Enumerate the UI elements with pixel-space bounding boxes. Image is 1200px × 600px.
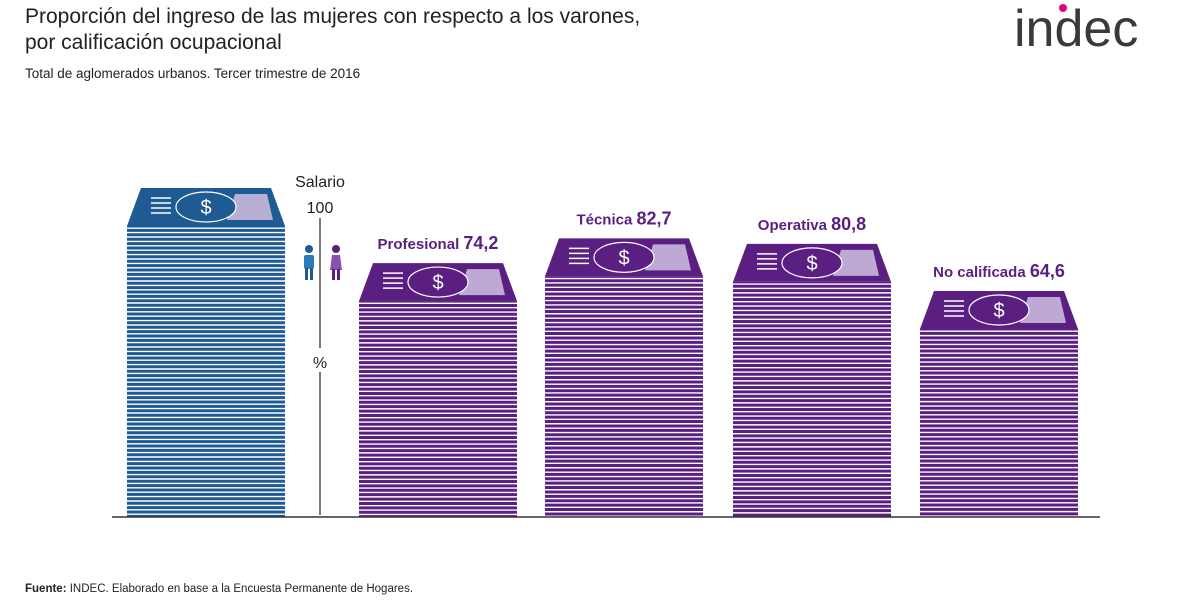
title-line-2: por calificación ocupacional <box>25 31 282 54</box>
dollar-sign: $ <box>806 253 817 275</box>
bar-label-1: Técnica 82,7 <box>576 208 671 228</box>
dollar-sign: $ <box>618 247 629 269</box>
reference-label: Salario <box>295 174 345 191</box>
value-label: 74,2 <box>463 233 498 253</box>
chart-title: Proporción del ingreso de las mujeres co… <box>25 4 785 56</box>
source-text: INDEC. Elaborado en base a la Encuesta P… <box>66 583 414 595</box>
unit-label: % <box>313 355 327 372</box>
reference-value-label: 100 <box>307 200 334 217</box>
category-label: Operativa <box>758 217 831 234</box>
dollar-icon <box>593 241 655 273</box>
source-note: Fuente: INDEC. Elaborado en base a la En… <box>25 583 413 595</box>
female-icon <box>330 245 342 280</box>
category-label: Profesional <box>378 236 464 253</box>
indec-logo: indec <box>1014 0 1138 58</box>
male-icon <box>304 245 314 280</box>
bar-1: $ <box>545 238 703 517</box>
bar-label-3: No calificada 64,6 <box>933 261 1065 281</box>
reference-bar: $ <box>127 188 285 517</box>
value-label: 80,8 <box>831 214 866 234</box>
dollar-sign: $ <box>993 300 1004 322</box>
logo-text: indec <box>1014 0 1138 58</box>
bar-label-0: Profesional 74,2 <box>378 233 499 253</box>
bar-3: $ <box>920 291 1078 517</box>
value-label: 64,6 <box>1030 261 1065 281</box>
bar-0: $ <box>359 263 517 517</box>
dollar-icon <box>407 266 469 298</box>
logo-dot-icon <box>1059 4 1067 12</box>
category-label: No calificada <box>933 264 1030 281</box>
chart-subtitle: Total de aglomerados urbanos. Tercer tri… <box>25 66 361 81</box>
category-label: Técnica <box>576 211 636 228</box>
bar-label-2: Operativa 80,8 <box>758 214 866 234</box>
dollar-icon <box>968 294 1030 326</box>
dollar-sign: $ <box>200 197 211 219</box>
bar-2: $ <box>733 243 891 517</box>
dollar-icon <box>781 247 843 279</box>
value-label: 82,7 <box>636 208 671 228</box>
dollar-sign: $ <box>432 272 443 294</box>
dollar-icon <box>175 191 237 223</box>
source-label: Fuente: <box>25 583 67 595</box>
title-line-1: Proporción del ingreso de las mujeres co… <box>25 5 641 28</box>
